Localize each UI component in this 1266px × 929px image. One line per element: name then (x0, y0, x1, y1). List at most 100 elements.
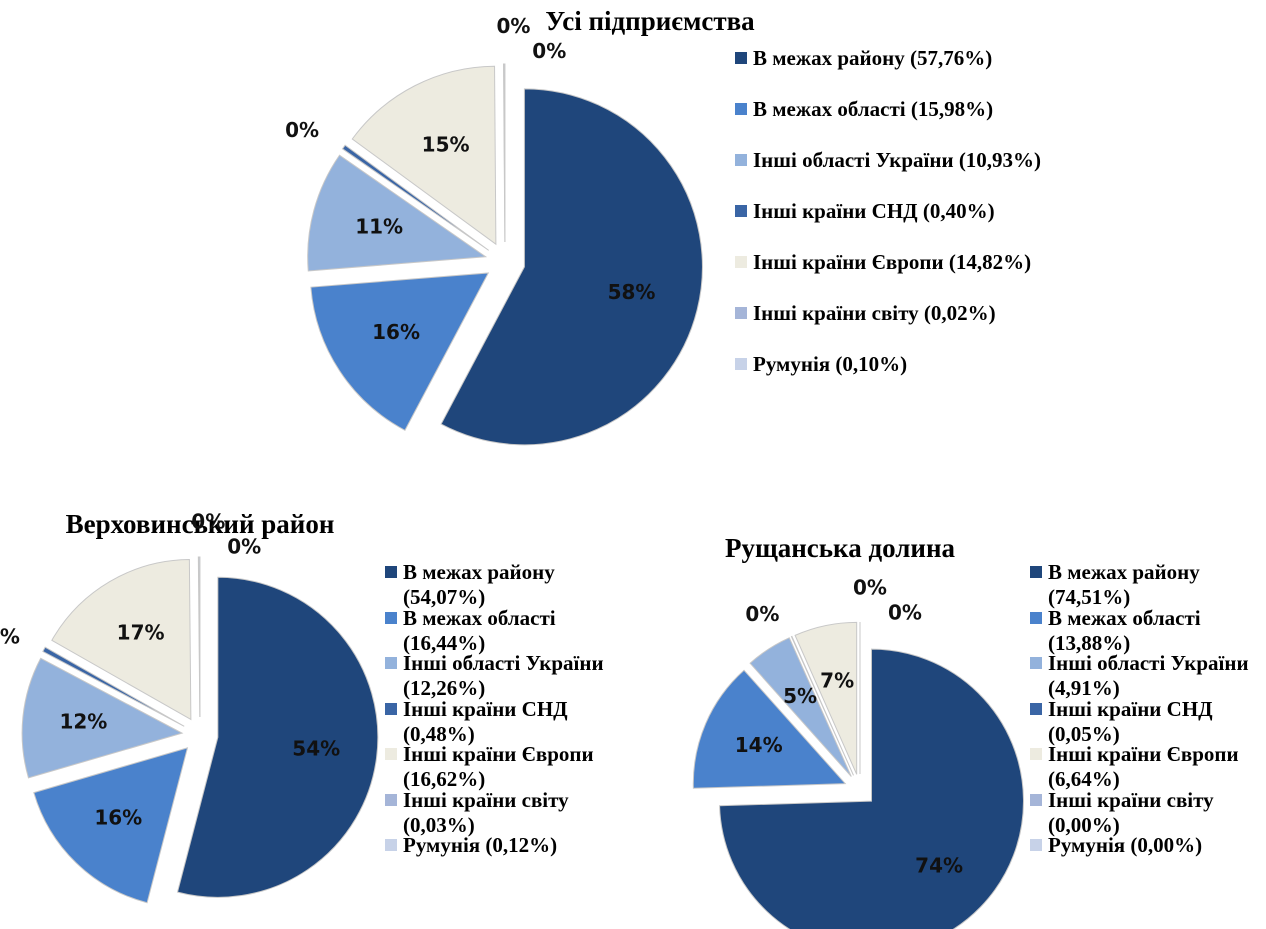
legend-text: Румунія (0,00%) (1048, 833, 1203, 857)
legend-swatch (385, 793, 397, 806)
legend-item: Інші країни світу (0,02%) (735, 301, 1075, 352)
data-label: 5% (783, 684, 817, 708)
legend-swatch (735, 103, 747, 115)
pie-slice (790, 635, 854, 776)
pie-slice (794, 621, 858, 775)
legend: В межах району (57,76%) В межах області (… (735, 46, 1075, 403)
legend-swatch (1030, 566, 1042, 578)
legend-swatch (1030, 839, 1042, 851)
chart-title: Верховинський район (66, 509, 335, 539)
legend-swatch (385, 748, 397, 760)
pie-slice (310, 272, 490, 431)
legend-text: Інші області України (10,93%) (753, 148, 1042, 172)
legend-swatch (385, 839, 397, 851)
legend-item: Інші країни СНД (0,48%) (385, 697, 635, 746)
data-label: 14% (735, 733, 783, 757)
legend-item: В межах області (16,44%) (385, 606, 635, 655)
data-label: 12% (59, 710, 107, 734)
legend-item: Інші країни світу (0,03%) (385, 788, 635, 837)
chart-title: Усі підприємства (545, 6, 755, 36)
legend-swatch (735, 358, 747, 370)
legend-item: Румунія (0,12%) (385, 833, 635, 879)
legend-item: В межах області (13,88%) (1030, 606, 1260, 655)
data-label: 17% (117, 620, 165, 644)
legend-swatch (1030, 748, 1042, 760)
legend-swatch (1030, 793, 1042, 806)
legend-swatch (735, 52, 747, 64)
data-label: 16% (372, 320, 420, 344)
legend-text: Інші країни Європи (6,64%) (1048, 742, 1239, 791)
data-label: 0% (853, 576, 887, 600)
legend-text: Інші країни світу (0,03%) (403, 787, 569, 837)
legend-text: В межах області (16,44%) (403, 605, 556, 655)
legend-item: Інші країни Європи (16,62%) (385, 742, 635, 791)
pie-slice (21, 657, 184, 779)
legend-item: Інші країни світу (0,00%) (1030, 788, 1260, 837)
legend-swatch (385, 566, 397, 578)
data-label: 0% (227, 535, 261, 559)
legend-text: Інші країни світу (0,02%) (753, 301, 996, 325)
pie-slice (51, 558, 192, 721)
legend-text: В межах району (57,76%) (753, 46, 993, 70)
pie-slice (341, 144, 490, 251)
data-label: 15% (422, 132, 470, 156)
legend-swatch (1030, 611, 1042, 624)
data-label: 0% (191, 510, 225, 534)
legend-item: Інші країни Європи (14,82%) (735, 250, 1075, 301)
legend-text: Інші країни СНД (0,40%) (753, 199, 995, 223)
data-label: 7% (820, 669, 854, 693)
legend-text: В межах району (74,51%) (1048, 560, 1200, 609)
legend-item: Інші країни СНД (0,05%) (1030, 697, 1260, 746)
legend-swatch (385, 657, 397, 669)
legend-swatch (735, 205, 747, 217)
legend-swatch (1030, 702, 1042, 715)
legend-item: Інші області України (12,26%) (385, 651, 635, 700)
pie-slice (198, 556, 201, 718)
data-label: 0% (745, 602, 779, 626)
legend-item: Румунія (0,00%) (1030, 833, 1260, 879)
legend-text: В межах області (13,88%) (1048, 605, 1201, 655)
pie-slice (440, 88, 703, 446)
legend-swatch (735, 307, 747, 319)
legend-text: Інші країни Європи (16,62%) (403, 742, 594, 791)
pie-slice (749, 637, 852, 777)
data-label: 54% (292, 736, 340, 760)
legend-item: В межах району (74,51%) (1030, 560, 1260, 609)
legend: В межах району (54,07%) В межах області (… (385, 560, 635, 879)
legend-text: Інші країни СНД (0,48%) (403, 696, 568, 746)
legend-text: Інші країни світу (0,00%) (1048, 787, 1214, 837)
legend-item: В межах області (15,98%) (735, 97, 1075, 148)
legend-swatch (385, 702, 397, 715)
legend-text: Інші області України (12,26%) (403, 651, 604, 700)
legend-item: Інші області України (4,91%) (1030, 651, 1260, 700)
legend-text: В межах району (54,07%) (403, 560, 555, 609)
data-label: 0% (888, 601, 922, 625)
legend-text: Інші країни СНД (0,05%) (1048, 696, 1213, 746)
pie-slice (42, 646, 185, 727)
pie-slice (33, 747, 189, 904)
data-label: 58% (608, 280, 656, 304)
pie-slice (719, 648, 1024, 929)
legend-item: Румунія (0,10%) (735, 352, 1075, 403)
data-label: 0% (532, 39, 566, 63)
data-label: 0% (285, 118, 319, 142)
legend-swatch (735, 154, 747, 166)
data-label: 1% (0, 624, 20, 648)
legend-text: Інші області України (4,91%) (1048, 651, 1249, 700)
legend-item: В межах району (54,07%) (385, 560, 635, 609)
legend-item: Інші країни СНД (0,40%) (735, 199, 1075, 250)
legend: В межах району (74,51%) В межах області (… (1030, 560, 1260, 879)
data-label: 11% (355, 215, 403, 239)
legend-swatch (735, 256, 747, 268)
legend-item: Інші країни Європи (6,64%) (1030, 742, 1260, 791)
chart-title: Рущанська долина (725, 533, 956, 563)
legend-text: Румунія (0,10%) (753, 352, 908, 376)
legend-text: Інші країни Європи (14,82%) (753, 250, 1032, 274)
data-label: 0% (496, 14, 530, 38)
pie-slice (176, 576, 379, 898)
data-label: 16% (94, 806, 142, 830)
legend-item: Інші області України (10,93%) (735, 148, 1075, 199)
data-label: 74% (915, 853, 963, 877)
